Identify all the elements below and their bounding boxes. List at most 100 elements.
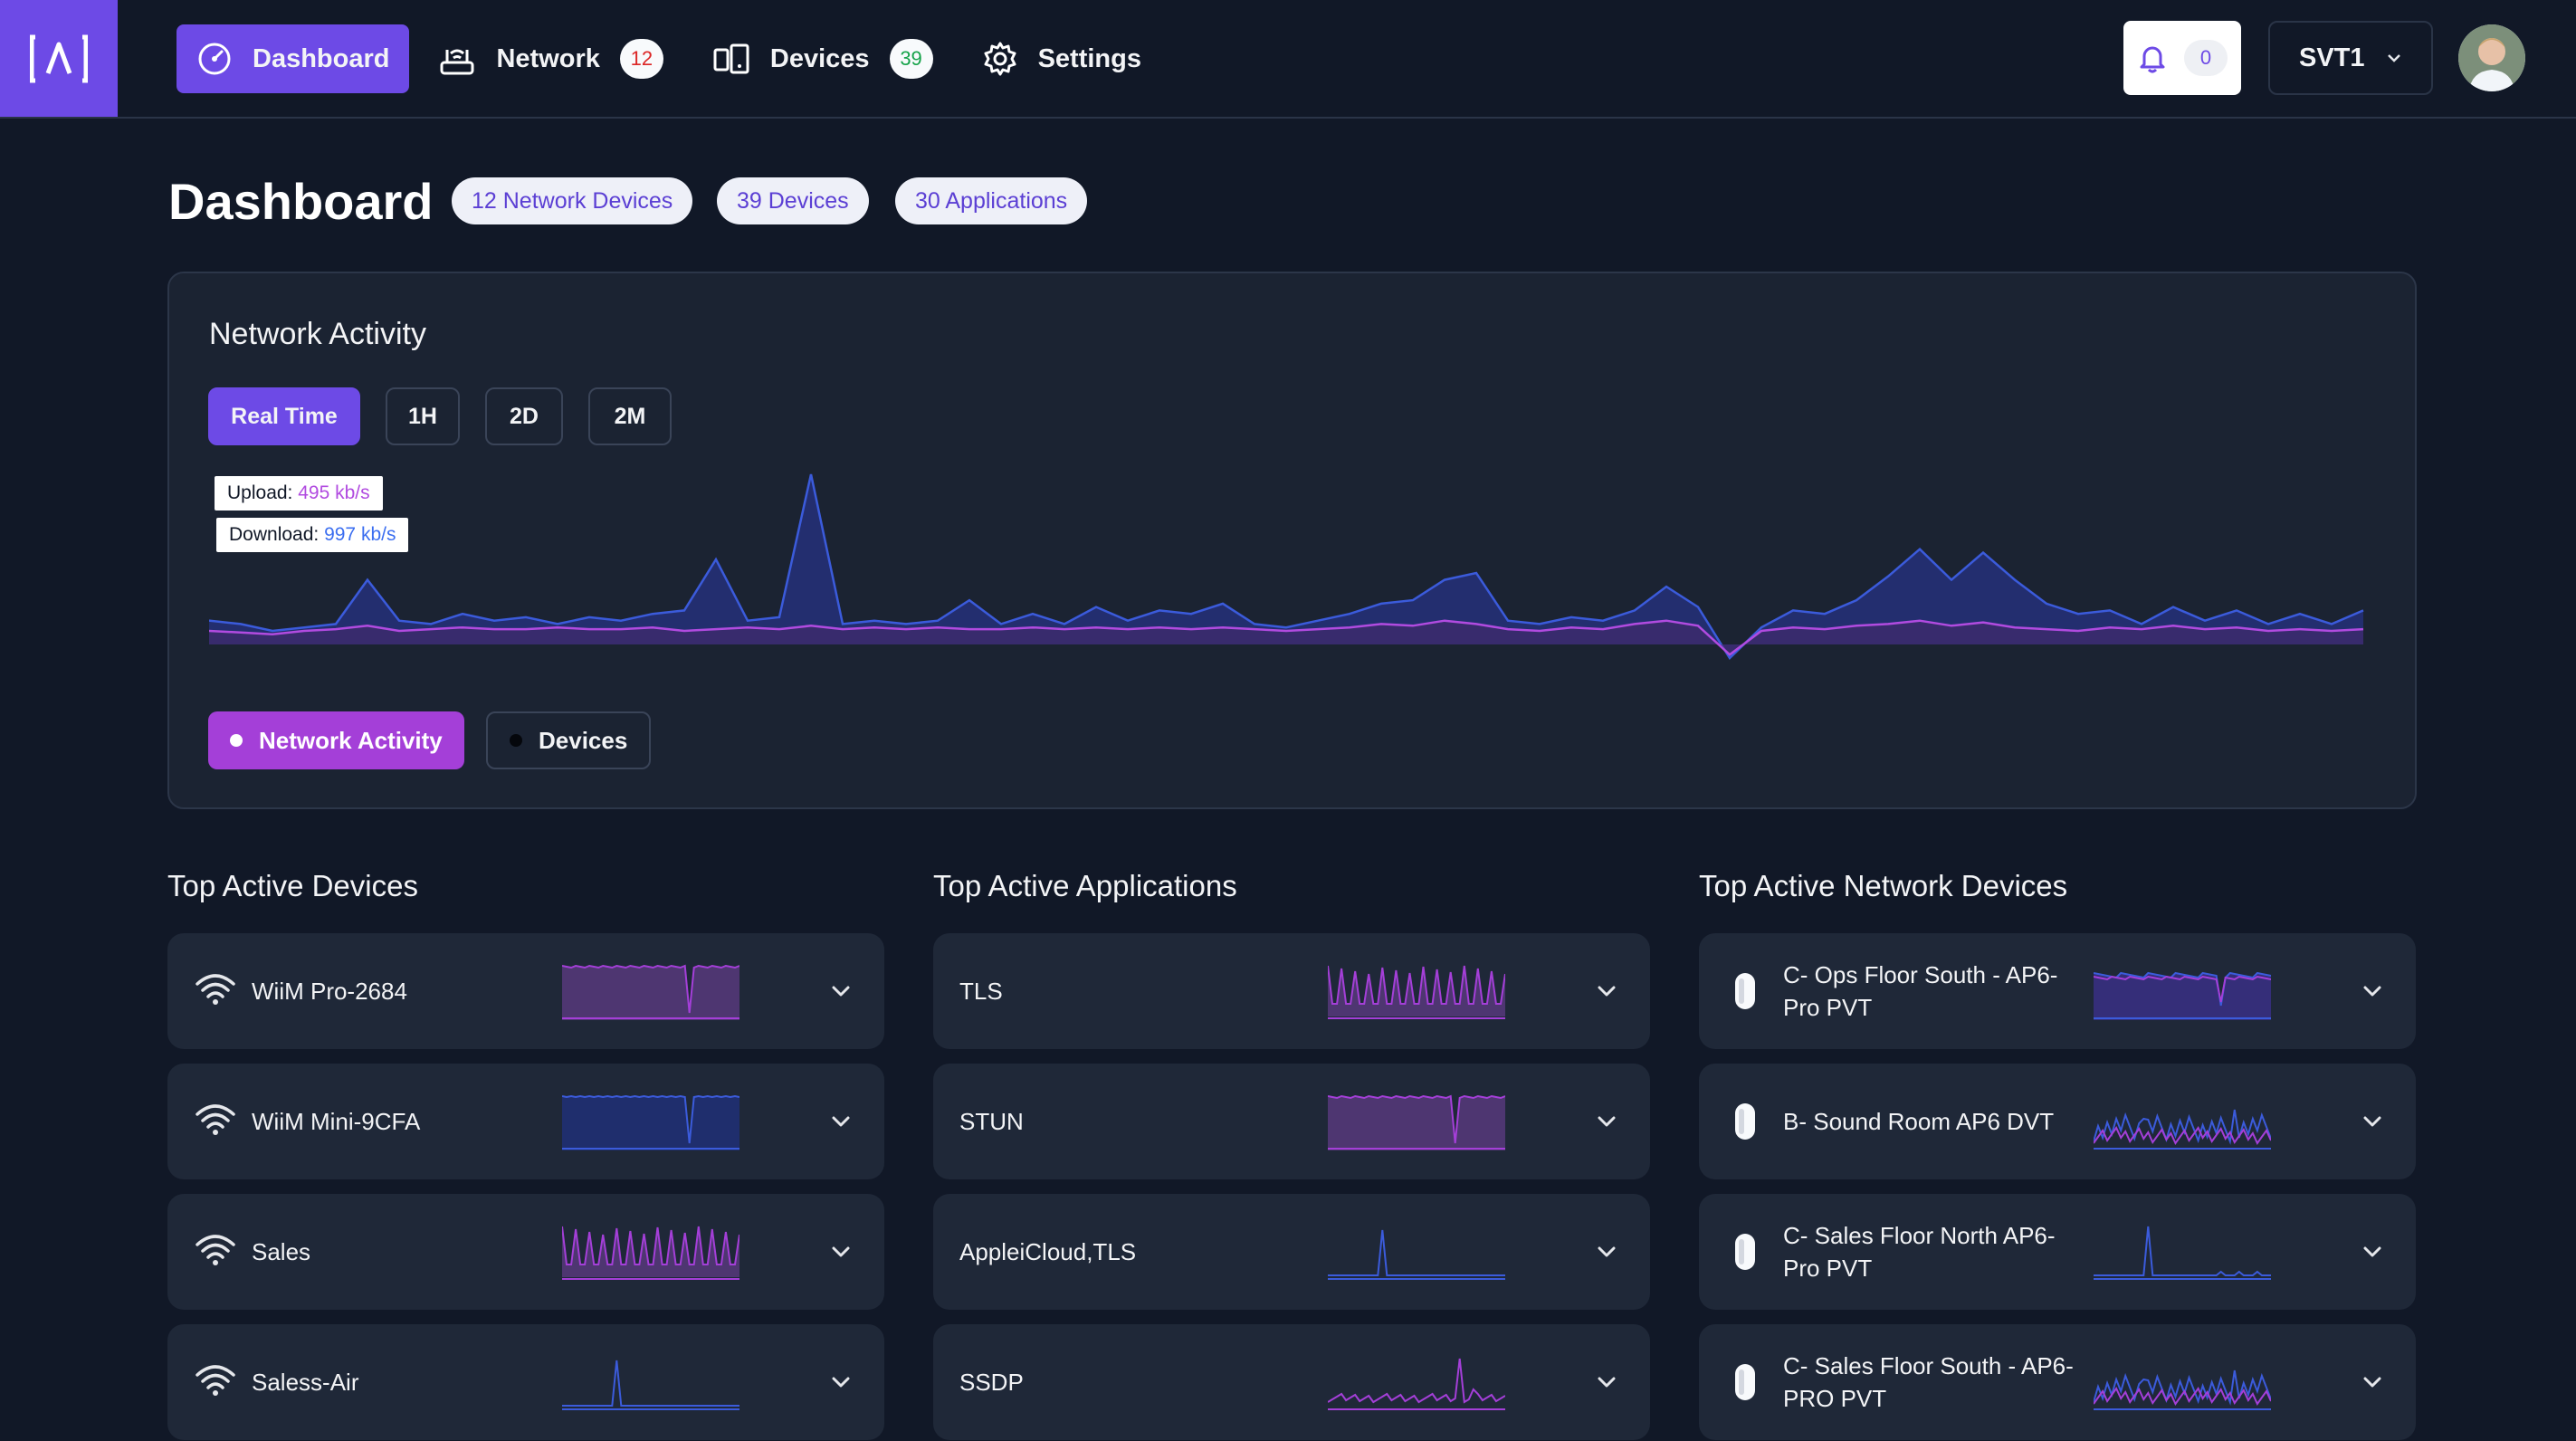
top-active-applications-row[interactable]: TLS [933, 933, 1650, 1049]
devices-pill[interactable]: 39 Devices [717, 177, 869, 224]
top-active-applications-row[interactable]: SSDP [933, 1324, 1650, 1440]
chevron-down-icon[interactable] [1596, 1371, 1617, 1393]
row-name: C- Sales Floor South - AP6-PRO PVT [1783, 1352, 2074, 1412]
range-2d-button[interactable]: 2D [485, 387, 563, 445]
row-name: C- Ops Floor South - AP6-Pro PVT [1783, 961, 2058, 1021]
site-selector-value: SVT1 [2299, 43, 2365, 72]
legend-dot [230, 734, 243, 747]
sparkline-area [1328, 966, 1505, 1016]
nav-devices-label: Devices [769, 43, 870, 73]
network-devices-pill[interactable]: 12 Network Devices [452, 177, 693, 224]
top-active-applications-title: Top Active Applications [933, 869, 1237, 902]
top-active-devices-row[interactable]: Sales [167, 1194, 884, 1310]
nav-network-label: Network [496, 43, 600, 73]
network-activity-title: Network Activity [209, 317, 426, 351]
devices-icon [713, 43, 749, 74]
download-tooltip-value: 997 kb/s [324, 524, 396, 545]
row-name: AppleiCloud,TLS [959, 1238, 1137, 1265]
top-active-devices-row[interactable]: Saless-Air [167, 1324, 884, 1440]
row-name: Saless-Air [252, 1369, 359, 1396]
nav-network[interactable]: Network 12 [418, 24, 682, 93]
sparkline-line [562, 1360, 739, 1407]
activity-sparkline [2094, 971, 2271, 1020]
chevron-down-icon[interactable] [830, 1371, 852, 1393]
activity-sparkline [1328, 1358, 1505, 1410]
applications-pill[interactable]: 30 Applications [895, 177, 1088, 224]
range-2m-button[interactable]: 2M [588, 387, 672, 445]
sparkline-area [2094, 973, 2271, 1020]
activity-sparkline [562, 1226, 739, 1280]
legend-dot [510, 734, 522, 747]
download-tooltip-label: Download: [229, 524, 320, 545]
chevron-down-icon[interactable] [2361, 980, 2383, 1002]
activity-sparkline [562, 964, 739, 1020]
top-active-applications-row[interactable]: AppleiCloud,TLS [933, 1194, 1650, 1310]
top-active-network-devices-row[interactable]: C- Ops Floor South - AP6-Pro PVT [1699, 933, 2416, 1049]
sparkline-area [562, 1096, 739, 1150]
legend-network-activity-label: Network Activity [259, 726, 443, 754]
activity-sparkline [562, 1360, 739, 1410]
sparkline-line [1328, 1229, 1505, 1276]
top-active-devices-row[interactable]: WiiM Mini-9CFA [167, 1064, 884, 1179]
row-name: STUN [959, 1108, 1024, 1135]
top-active-applications-row[interactable]: STUN [933, 1064, 1650, 1179]
sparkline-line [2094, 1126, 2271, 1145]
nav-devices[interactable]: Devices 39 [692, 24, 953, 93]
sparkline-line [562, 1094, 739, 1144]
sparkline-area [562, 966, 739, 1020]
devices-count-badge: 39 [889, 39, 933, 79]
legend-devices-toggle[interactable]: Devices [486, 711, 652, 769]
chevron-down-icon[interactable] [1596, 1111, 1617, 1132]
app-logo[interactable] [0, 0, 118, 117]
wifi-icon [196, 1235, 235, 1265]
access-point-icon [1735, 1234, 1755, 1270]
range-real-time-button[interactable]: Real Time [208, 387, 360, 445]
sparkline-line [562, 1226, 739, 1265]
row-name: TLS [959, 978, 1003, 1005]
notifications-button[interactable]: 0 [2123, 21, 2241, 95]
wifi-icon [196, 1104, 235, 1135]
chevron-down-icon[interactable] [2361, 1241, 2383, 1263]
sparkline-line [2094, 1226, 2271, 1276]
chevron-down-icon[interactable] [1596, 1241, 1617, 1263]
sparkline-line [1328, 965, 1505, 1005]
legend-network-activity-toggle[interactable]: Network Activity [208, 711, 464, 769]
download-series-line [209, 473, 2364, 660]
wifi-icon [196, 974, 235, 1005]
access-point-icon [1735, 1103, 1755, 1140]
download-tooltip: Download: 997 kb/s [216, 518, 409, 552]
top-active-devices-row[interactable]: WiiM Pro-2684 [167, 933, 884, 1049]
top-active-network-devices-row[interactable]: C- Sales Floor South - AP6-PRO PVT [1699, 1324, 2416, 1440]
chevron-down-icon[interactable] [2361, 1111, 2383, 1132]
gear-icon [984, 42, 1016, 76]
activity-sparkline [2094, 1369, 2271, 1410]
row-name: WiiM Mini-9CFA [252, 1108, 421, 1135]
site-selector[interactable]: SVT1 [2268, 21, 2433, 95]
top-active-network-devices-row[interactable]: C- Sales Floor North AP6-Pro PVT [1699, 1194, 2416, 1310]
user-avatar[interactable] [2458, 24, 2525, 91]
nav-dashboard[interactable]: Dashboard [177, 24, 410, 93]
chevron-down-icon[interactable] [1596, 980, 1617, 1002]
sparkline-line [562, 964, 739, 1014]
sparkline-line [1328, 1358, 1505, 1404]
nav-dashboard-label: Dashboard [253, 43, 390, 73]
activity-sparkline [1328, 1094, 1505, 1150]
range-1h-button[interactable]: 1H [386, 387, 460, 445]
chevron-down-icon[interactable] [830, 1241, 852, 1263]
upload-series-line [209, 619, 2364, 656]
network-count-badge: 12 [619, 39, 663, 79]
top-active-network-devices-row[interactable]: B- Sound Room AP6 DVT [1699, 1064, 2416, 1179]
network-activity-card: Network Activity Real Time 1H 2D 2M Uplo… [167, 272, 2417, 809]
page-title: Dashboard [168, 173, 434, 230]
chevron-down-icon[interactable] [830, 980, 852, 1002]
logo-icon [30, 34, 88, 82]
sparkline-line [2094, 975, 2271, 1003]
sparkline-line [2094, 1387, 2271, 1406]
chevron-down-icon[interactable] [2361, 1371, 2383, 1393]
main-nav: Dashboard Network 12 Devices 39 [177, 24, 1170, 93]
nav-settings[interactable]: Settings [962, 24, 1161, 93]
chevron-down-icon[interactable] [830, 1111, 852, 1132]
upload-tooltip-label: Upload: [227, 482, 293, 503]
top-active-devices-title: Top Active Devices [167, 869, 418, 902]
activity-sparkline [1328, 965, 1505, 1019]
